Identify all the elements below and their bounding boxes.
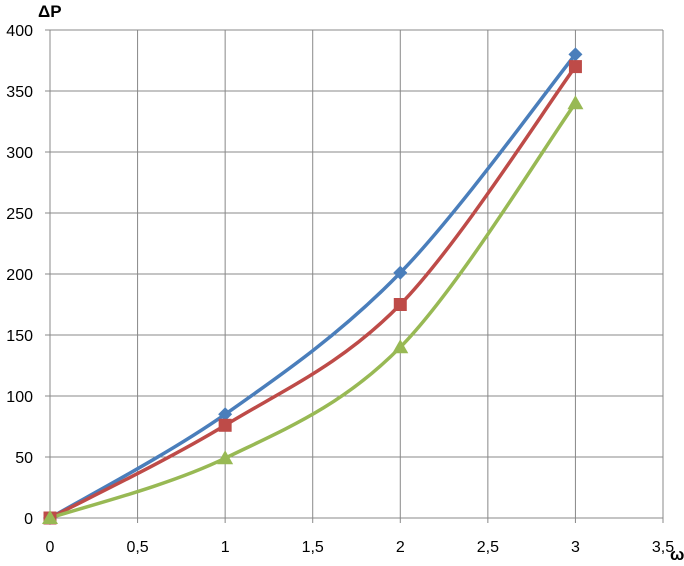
series-lines xyxy=(48,52,578,520)
data-point-triangle xyxy=(392,339,409,354)
x-tick-label: 1 xyxy=(221,539,230,556)
data-point-triangle xyxy=(567,95,584,110)
data-markers xyxy=(42,47,584,525)
x-tick-label: 3 xyxy=(571,539,580,556)
y-tick-label: 300 xyxy=(6,145,33,162)
x-tick-label: 2,5 xyxy=(477,539,499,556)
x-axis-label: ω xyxy=(670,545,684,561)
series-line-1 xyxy=(48,52,578,520)
data-point-diamond xyxy=(218,407,233,422)
series-line-3 xyxy=(48,101,578,520)
data-point-square xyxy=(393,298,407,311)
data-point-triangle xyxy=(217,450,234,465)
y-tick-label: 100 xyxy=(6,389,33,406)
series-line-2 xyxy=(48,64,578,520)
y-tick-label: 50 xyxy=(15,450,33,467)
y-tick-label: 250 xyxy=(6,206,33,223)
x-tick-label: 0 xyxy=(46,539,55,556)
y-tick-label: 350 xyxy=(6,84,33,101)
x-tick-label: 2 xyxy=(396,539,405,556)
y-tick-label: 150 xyxy=(6,328,33,345)
data-point-diamond xyxy=(568,47,583,62)
data-point-square xyxy=(218,418,232,432)
x-tick-label: 1,5 xyxy=(302,539,324,556)
y-tick-label: 0 xyxy=(24,511,33,528)
data-point-triangle xyxy=(42,510,58,524)
x-tick-label: 3,5 xyxy=(652,539,674,556)
tick-labels: 0 50 100 150 200 250 300 350 400 0 0,5 1 1,5 2 2,5 3 3,5 xyxy=(6,23,674,556)
data-point-diamond xyxy=(393,265,408,280)
y-tick-label: 400 xyxy=(6,23,33,40)
y-tick-label: 200 xyxy=(6,267,33,284)
gridlines xyxy=(49,29,664,519)
y-axis-label: ΔP xyxy=(38,2,62,21)
x-tick-label: 0,5 xyxy=(126,539,148,556)
data-point-square xyxy=(568,60,582,74)
